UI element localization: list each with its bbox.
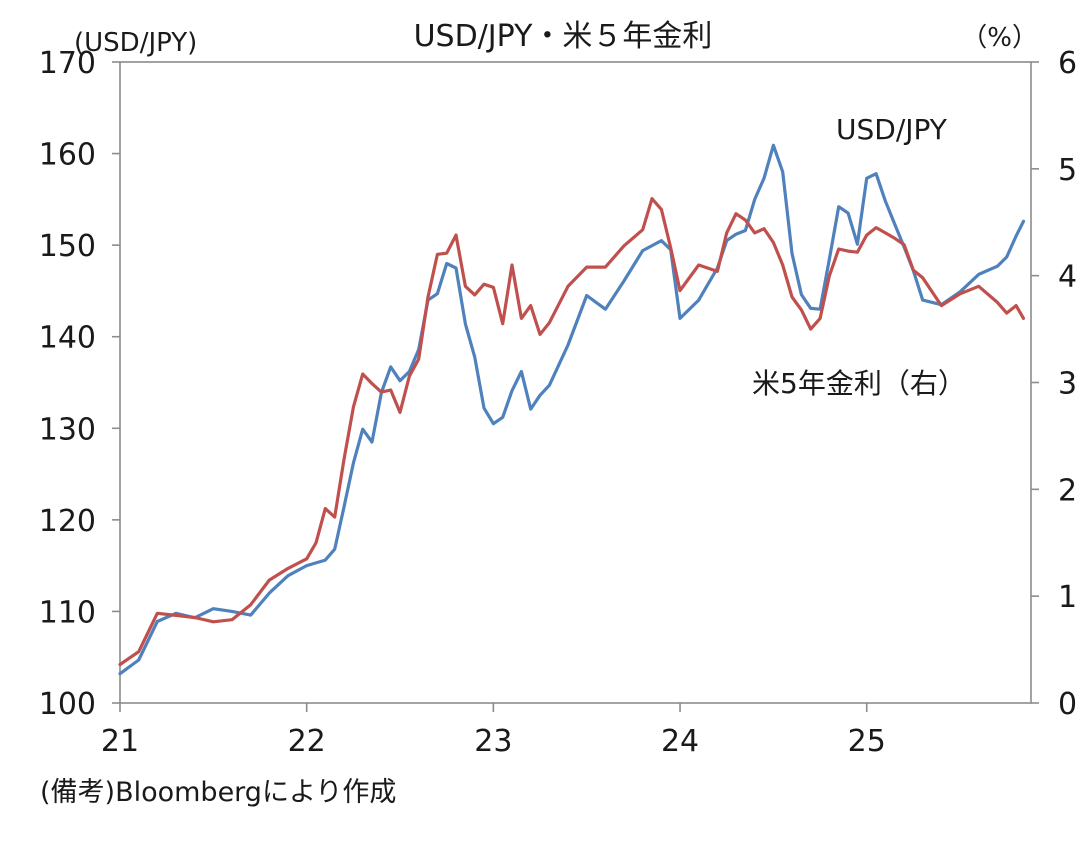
series-line-us5y (118, 197, 1026, 667)
right-tick-label: 0 (1058, 687, 1077, 722)
left-tick-label: 130 (39, 412, 96, 447)
right-axis-unit: （%） (961, 23, 1038, 53)
right-tick-label: 1 (1058, 580, 1077, 615)
x-tick-label: 22 (288, 724, 326, 759)
left-tick-label: 170 (39, 46, 96, 81)
series-line-usdjpy (118, 143, 1026, 676)
x-tick-label: 24 (661, 724, 699, 759)
left-tick-label: 150 (39, 229, 96, 264)
left-tick-label: 120 (39, 504, 96, 539)
x-tick-label: 23 (474, 724, 512, 759)
x-tick-label: 25 (848, 724, 886, 759)
right-axis-ticks: 0 1 2 3 4 5 6 (1031, 46, 1077, 722)
left-tick-label: 110 (39, 595, 96, 630)
chart-title: USD/JPY・米５年金利 (414, 19, 713, 54)
series-label-usdjpy: USD/JPY (836, 113, 948, 146)
left-axis-ticks: 100 110 120 130 140 150 160 170 (39, 46, 120, 722)
left-tick-label: 160 (39, 138, 96, 173)
x-tick-label: 21 (101, 724, 139, 759)
right-tick-label: 2 (1058, 473, 1077, 508)
right-tick-label: 5 (1058, 153, 1077, 188)
series-label-us5y: 米5年金利（右） (752, 367, 966, 400)
left-tick-label: 100 (39, 687, 96, 722)
right-tick-label: 4 (1058, 260, 1077, 295)
x-axis-ticks: 21 22 23 24 25 (101, 703, 886, 759)
left-axis-unit: (USD/JPY) (74, 28, 197, 58)
right-tick-label: 6 (1058, 46, 1077, 81)
footnote: (備考)Bloombergにより作成 (40, 777, 396, 808)
left-tick-label: 140 (39, 321, 96, 356)
right-tick-label: 3 (1058, 367, 1077, 402)
